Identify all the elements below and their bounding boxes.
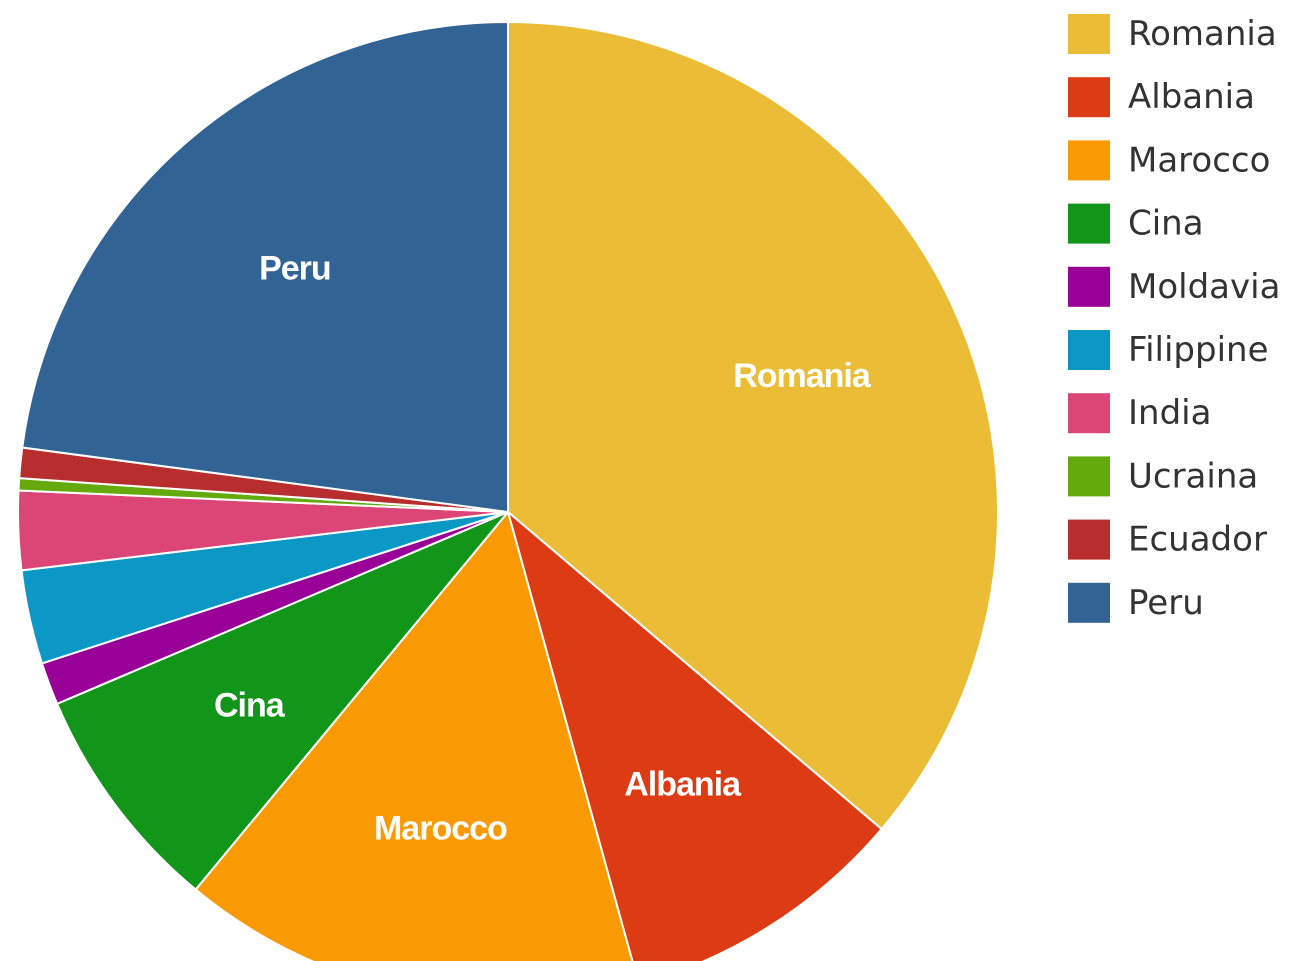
legend-item-ucraina[interactable]: Ucraina xyxy=(1068,456,1258,497)
slice-label-romania: Romania xyxy=(733,357,872,395)
legend-swatch-moldavia xyxy=(1068,266,1110,307)
legend-swatch-filippine xyxy=(1068,330,1110,370)
slice-label-cina: Cina xyxy=(214,686,286,724)
pie-slice-marocco[interactable] xyxy=(194,511,639,961)
legend-swatch-romania xyxy=(1068,14,1110,54)
legend-item-india[interactable]: India xyxy=(1068,393,1211,434)
pie-slice-romania[interactable] xyxy=(507,21,999,831)
legend-swatch-cina xyxy=(1068,203,1110,244)
legend-item-ecuador[interactable]: Ecuador xyxy=(1068,519,1267,560)
legend-item-peru[interactable]: Peru xyxy=(1068,582,1204,623)
pie-slices xyxy=(17,21,999,961)
legend-label-filippine: Filippine xyxy=(1128,330,1269,370)
legend-label-ucraina: Ucraina xyxy=(1128,456,1258,496)
legend-label-marocco: Marocco xyxy=(1128,140,1270,180)
legend-label-peru: Peru xyxy=(1128,583,1204,623)
legend-label-india: India xyxy=(1128,393,1211,433)
legend-item-romania[interactable]: Romania xyxy=(1068,14,1277,54)
legend-swatch-ucraina xyxy=(1068,456,1110,497)
legend-swatch-ecuador xyxy=(1068,519,1110,560)
legend-label-romania: Romania xyxy=(1128,14,1277,54)
pie-slice-labels: Romania Albania Marocco Cina Peru xyxy=(214,250,873,848)
pie-slice-peru[interactable] xyxy=(21,21,509,513)
legend-item-moldavia[interactable]: Moldavia xyxy=(1068,266,1280,307)
legend-item-filippine[interactable]: Filippine xyxy=(1068,330,1269,370)
legend-item-cina[interactable]: Cina xyxy=(1068,203,1204,244)
legend-label-cina: Cina xyxy=(1128,204,1204,244)
slice-label-albania: Albania xyxy=(624,766,742,804)
legend-label-moldavia: Moldavia xyxy=(1128,267,1280,307)
legend-swatch-peru xyxy=(1068,582,1110,623)
legend-swatch-albania xyxy=(1068,77,1110,118)
legend-label-ecuador: Ecuador xyxy=(1128,520,1267,560)
legend-item-marocco[interactable]: Marocco xyxy=(1068,140,1270,181)
legend-item-albania[interactable]: Albania xyxy=(1068,77,1255,118)
legend-swatch-india xyxy=(1068,393,1110,434)
legend-label-albania: Albania xyxy=(1128,77,1255,117)
pie-slice-cina[interactable] xyxy=(56,511,509,891)
slice-label-peru: Peru xyxy=(259,250,331,288)
legend: Romania Albania Marocco Cina Moldavia Filippi… xyxy=(1068,14,1280,623)
legend-swatch-marocco xyxy=(1068,140,1110,181)
slice-label-marocco: Marocco xyxy=(374,809,507,847)
